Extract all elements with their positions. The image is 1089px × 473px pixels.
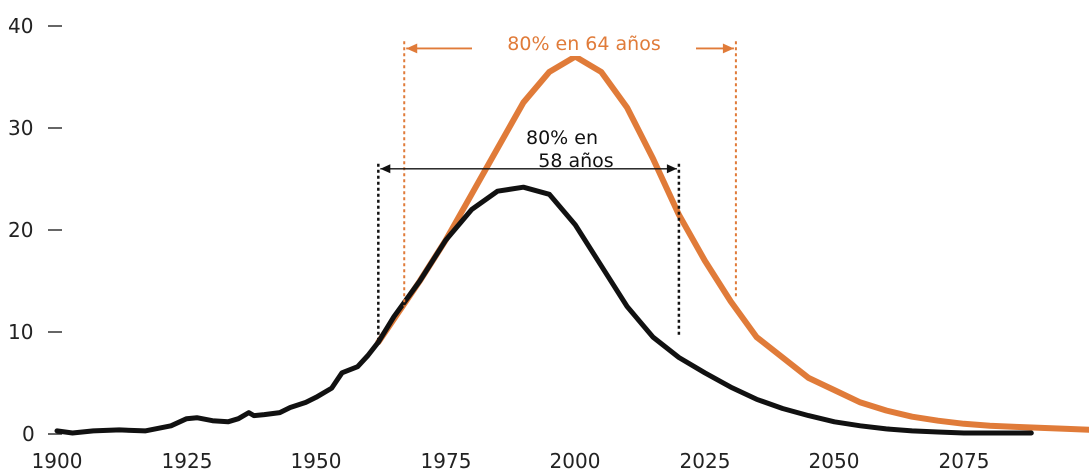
series-layer (54, 53, 1089, 436)
annotation-black: 80% en 58 años (377, 127, 681, 340)
black-series-line (54, 184, 1034, 436)
y-tick-label: 10 (8, 320, 33, 344)
orange-label-background (472, 30, 696, 56)
x-tick-label: 2000 (550, 449, 601, 473)
x-tick-label: 1975 (421, 449, 472, 473)
black-arrowhead-left (380, 164, 391, 174)
x-tick-label: 1925 (162, 449, 213, 473)
y-tick-label: 20 (8, 218, 33, 242)
x-tick-label: 1950 (291, 449, 342, 473)
y-tick-label: 30 (8, 116, 33, 140)
x-tick-label: 2025 (680, 449, 731, 473)
orange-arrowhead-left (406, 43, 418, 54)
orange-span-label: 80% en 64 años (507, 33, 660, 55)
x-tick-label: 2050 (809, 449, 860, 473)
x-tick-label: 1900 (32, 449, 83, 473)
orange-arrowhead-right (722, 43, 734, 54)
y-axis: 0 10 20 30 40 (8, 14, 62, 446)
annotation-orange: 80% en 64 años (403, 30, 737, 307)
y-tick-label: 0 (22, 422, 35, 446)
orange-series-line (375, 53, 1089, 433)
x-axis: 1900 1925 1950 1975 2000 2025 2050 2075 (32, 449, 990, 473)
black-span-label-line2: 58 años (538, 150, 613, 172)
black-span-label-line1: 80% en (526, 127, 598, 149)
y-tick-label: 40 (8, 14, 33, 38)
black-arrowhead-right (666, 164, 677, 174)
x-tick-label: 2075 (939, 449, 990, 473)
